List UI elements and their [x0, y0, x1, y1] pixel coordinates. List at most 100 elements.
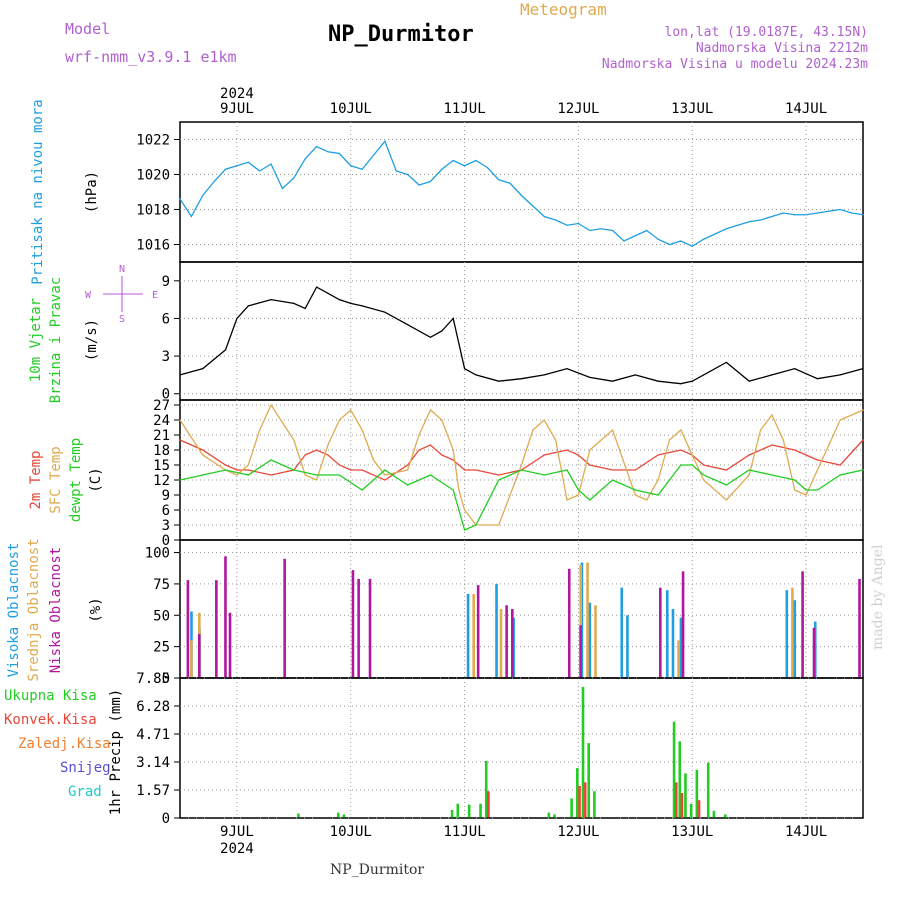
data-point — [520, 378, 523, 380]
data-point — [703, 374, 705, 376]
wind-label: 10m Vjetar — [28, 298, 44, 382]
bar — [620, 587, 624, 678]
data-point — [224, 168, 227, 170]
data-point — [418, 184, 420, 186]
y-tick-label: 6.28 — [136, 699, 170, 715]
precip-legend-item: Snijeg — [60, 760, 111, 776]
temp2m-label: 2m Temp — [28, 450, 44, 509]
data-point — [805, 494, 807, 496]
y-tick-label: 6 — [162, 503, 170, 519]
bar — [228, 612, 232, 678]
data-point — [259, 170, 261, 172]
bar — [785, 590, 789, 678]
data-point — [316, 474, 318, 476]
data-point — [429, 444, 432, 446]
y-tick-label: 21 — [153, 428, 170, 444]
meteogram-label: Meteogram — [520, 0, 607, 19]
bar — [570, 798, 573, 818]
day-label-bottom: 12JUL — [557, 824, 599, 840]
data-point — [794, 449, 796, 451]
data-point — [213, 180, 215, 183]
bar — [697, 800, 701, 818]
bar — [578, 785, 581, 818]
data-point — [418, 449, 420, 451]
bar — [297, 813, 300, 818]
series-line-2m Temp — [179, 439, 864, 481]
bar — [553, 814, 556, 818]
data-point — [361, 489, 363, 491]
data-point — [458, 489, 460, 491]
data-point — [634, 489, 636, 491]
data-point — [407, 469, 409, 471]
data-point — [589, 229, 591, 232]
data-point — [566, 449, 568, 451]
y-tick-label: 18 — [153, 443, 170, 459]
bar — [659, 587, 662, 678]
compass-w: W — [85, 290, 92, 301]
data-point — [532, 205, 534, 207]
data-point — [463, 509, 466, 511]
wind-unit: (m/s) — [84, 319, 100, 361]
y-tick-label: 6 — [162, 311, 170, 327]
day-label-bottom: 11JUL — [444, 824, 486, 840]
data-point — [725, 469, 728, 471]
day-label-bottom: 14JUL — [785, 824, 827, 840]
data-point — [543, 215, 545, 218]
bar — [684, 773, 687, 818]
data-point — [566, 368, 568, 370]
day-label-top: 9JUL — [220, 101, 254, 117]
panel-pressure: 1016 1018 1020 1022 — [136, 121, 864, 263]
data-point — [577, 454, 580, 456]
data-point — [361, 168, 363, 170]
bar — [672, 721, 676, 818]
y-tick-label: 0 — [162, 533, 170, 549]
data-point — [498, 474, 500, 476]
bar — [476, 585, 480, 678]
data-point — [224, 469, 227, 471]
data-point — [725, 361, 728, 363]
data-point — [293, 439, 295, 441]
cloud-unit: (%) — [88, 597, 104, 622]
y-tick-label: 15 — [153, 458, 170, 474]
bar — [680, 793, 684, 818]
data-point — [805, 454, 807, 456]
bar — [801, 571, 804, 678]
bar — [342, 814, 346, 818]
data-point — [543, 419, 545, 421]
data-point — [304, 307, 306, 310]
data-point — [543, 454, 545, 456]
data-point — [566, 469, 568, 471]
data-point — [429, 474, 432, 476]
data-point — [759, 429, 762, 431]
data-point — [543, 474, 545, 476]
bar — [368, 578, 372, 678]
data-point — [236, 469, 238, 471]
data-point — [475, 469, 477, 471]
bar — [724, 814, 727, 818]
data-point — [463, 165, 466, 167]
bar — [197, 634, 201, 678]
data-point — [327, 292, 329, 294]
precip-legend-item: Ukupna Kisa — [4, 688, 97, 704]
bar — [283, 558, 286, 678]
data-point — [759, 219, 762, 221]
altitude-text: Nadmorska Visina 2212m — [695, 41, 868, 56]
series-line-SFC Temp — [179, 403, 864, 526]
data-point — [350, 302, 352, 304]
data-point — [657, 380, 659, 382]
precip-unit: 1hr Precip (mm) — [108, 689, 124, 815]
y-tick-label: 7.85 — [136, 671, 170, 687]
data-point — [532, 429, 534, 431]
data-point — [350, 409, 352, 411]
data-point — [589, 499, 591, 501]
data-point — [555, 219, 557, 221]
data-point — [634, 469, 636, 471]
data-point — [224, 464, 227, 466]
data-point — [259, 429, 261, 431]
data-point — [794, 489, 796, 491]
data-point — [247, 474, 249, 476]
data-point — [304, 474, 306, 476]
data-point — [418, 434, 420, 436]
data-point — [407, 173, 409, 176]
